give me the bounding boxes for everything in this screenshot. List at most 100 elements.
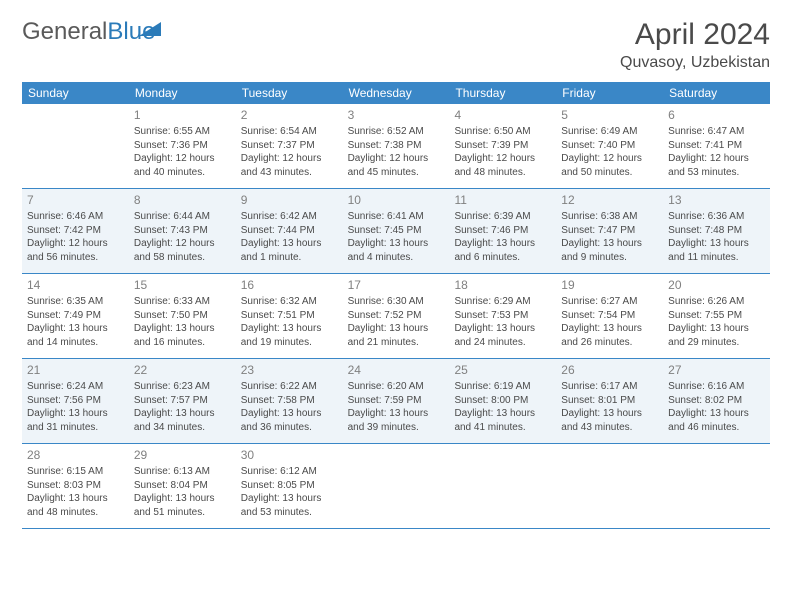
info-sunrise: Sunrise: 6:38 AM: [561, 210, 658, 224]
info-day1: Daylight: 12 hours: [27, 237, 124, 251]
logo-triangle-icon: [139, 22, 161, 36]
day-number: 23: [241, 362, 338, 378]
info-day1: Daylight: 13 hours: [668, 237, 765, 251]
day-cell: 12Sunrise: 6:38 AMSunset: 7:47 PMDayligh…: [556, 189, 663, 273]
info-sunrise: Sunrise: 6:29 AM: [454, 295, 551, 309]
info-day1: Daylight: 12 hours: [668, 152, 765, 166]
day-number: 3: [348, 107, 445, 123]
day-number: 24: [348, 362, 445, 378]
day-cell: 30Sunrise: 6:12 AMSunset: 8:05 PMDayligh…: [236, 444, 343, 528]
day-number: 12: [561, 192, 658, 208]
day-number: 6: [668, 107, 765, 123]
day-cell: 10Sunrise: 6:41 AMSunset: 7:45 PMDayligh…: [343, 189, 450, 273]
day-number: 4: [454, 107, 551, 123]
info-day1: Daylight: 13 hours: [241, 492, 338, 506]
info-day1: Daylight: 13 hours: [454, 407, 551, 421]
day-cell: [343, 444, 450, 528]
info-day2: and 39 minutes.: [348, 421, 445, 435]
info-day2: and 40 minutes.: [134, 166, 231, 180]
info-day1: Daylight: 13 hours: [134, 322, 231, 336]
info-sunset: Sunset: 8:02 PM: [668, 394, 765, 408]
day-cell: 4Sunrise: 6:50 AMSunset: 7:39 PMDaylight…: [449, 104, 556, 188]
day-cell: [556, 444, 663, 528]
day-header: Thursday: [449, 82, 556, 104]
info-sunrise: Sunrise: 6:36 AM: [668, 210, 765, 224]
title-block: April 2024 Quvasoy, Uzbekistan: [620, 18, 770, 72]
header: GeneralBlue April 2024 Quvasoy, Uzbekist…: [22, 18, 770, 72]
week-row: 28Sunrise: 6:15 AMSunset: 8:03 PMDayligh…: [22, 444, 770, 529]
info-day1: Daylight: 13 hours: [348, 322, 445, 336]
info-sunset: Sunset: 7:45 PM: [348, 224, 445, 238]
day-number: 2: [241, 107, 338, 123]
day-header: Tuesday: [236, 82, 343, 104]
info-sunset: Sunset: 7:49 PM: [27, 309, 124, 323]
day-cell: 24Sunrise: 6:20 AMSunset: 7:59 PMDayligh…: [343, 359, 450, 443]
info-day2: and 1 minute.: [241, 251, 338, 265]
info-sunset: Sunset: 7:56 PM: [27, 394, 124, 408]
info-day1: Daylight: 13 hours: [561, 322, 658, 336]
title-month: April 2024: [620, 18, 770, 52]
info-sunset: Sunset: 7:51 PM: [241, 309, 338, 323]
day-number: 20: [668, 277, 765, 293]
title-location: Quvasoy, Uzbekistan: [620, 54, 770, 72]
day-number: 7: [27, 192, 124, 208]
info-day1: Daylight: 12 hours: [348, 152, 445, 166]
info-sunset: Sunset: 7:44 PM: [241, 224, 338, 238]
day-cell: [22, 104, 129, 188]
info-day2: and 43 minutes.: [241, 166, 338, 180]
day-number: 17: [348, 277, 445, 293]
info-sunset: Sunset: 7:47 PM: [561, 224, 658, 238]
info-day1: Daylight: 13 hours: [668, 322, 765, 336]
day-number: 28: [27, 447, 124, 463]
day-number: 29: [134, 447, 231, 463]
info-sunset: Sunset: 7:57 PM: [134, 394, 231, 408]
info-day1: Daylight: 13 hours: [27, 407, 124, 421]
weeks-container: 1Sunrise: 6:55 AMSunset: 7:36 PMDaylight…: [22, 104, 770, 529]
info-day1: Daylight: 12 hours: [134, 237, 231, 251]
info-sunrise: Sunrise: 6:30 AM: [348, 295, 445, 309]
info-day2: and 56 minutes.: [27, 251, 124, 265]
day-cell: 7Sunrise: 6:46 AMSunset: 7:42 PMDaylight…: [22, 189, 129, 273]
info-sunrise: Sunrise: 6:19 AM: [454, 380, 551, 394]
info-sunrise: Sunrise: 6:35 AM: [27, 295, 124, 309]
day-number: 19: [561, 277, 658, 293]
day-cell: 6Sunrise: 6:47 AMSunset: 7:41 PMDaylight…: [663, 104, 770, 188]
info-sunrise: Sunrise: 6:54 AM: [241, 125, 338, 139]
info-day2: and 14 minutes.: [27, 336, 124, 350]
day-number: 22: [134, 362, 231, 378]
day-number: 9: [241, 192, 338, 208]
info-sunrise: Sunrise: 6:23 AM: [134, 380, 231, 394]
info-day1: Daylight: 12 hours: [134, 152, 231, 166]
day-number: 11: [454, 192, 551, 208]
day-header: Monday: [129, 82, 236, 104]
info-day2: and 9 minutes.: [561, 251, 658, 265]
day-cell: 2Sunrise: 6:54 AMSunset: 7:37 PMDaylight…: [236, 104, 343, 188]
calendar-grid: SundayMondayTuesdayWednesdayThursdayFrid…: [22, 82, 770, 529]
info-day2: and 21 minutes.: [348, 336, 445, 350]
info-sunrise: Sunrise: 6:39 AM: [454, 210, 551, 224]
day-cell: 18Sunrise: 6:29 AMSunset: 7:53 PMDayligh…: [449, 274, 556, 358]
day-cell: 13Sunrise: 6:36 AMSunset: 7:48 PMDayligh…: [663, 189, 770, 273]
day-number: 15: [134, 277, 231, 293]
day-cell: 9Sunrise: 6:42 AMSunset: 7:44 PMDaylight…: [236, 189, 343, 273]
info-day2: and 34 minutes.: [134, 421, 231, 435]
info-sunset: Sunset: 7:58 PM: [241, 394, 338, 408]
day-cell: 17Sunrise: 6:30 AMSunset: 7:52 PMDayligh…: [343, 274, 450, 358]
day-number: 21: [27, 362, 124, 378]
info-day2: and 53 minutes.: [668, 166, 765, 180]
day-cell: 14Sunrise: 6:35 AMSunset: 7:49 PMDayligh…: [22, 274, 129, 358]
info-sunrise: Sunrise: 6:20 AM: [348, 380, 445, 394]
logo: GeneralBlue: [22, 18, 155, 46]
day-cell: 25Sunrise: 6:19 AMSunset: 8:00 PMDayligh…: [449, 359, 556, 443]
info-sunset: Sunset: 7:37 PM: [241, 139, 338, 153]
info-sunrise: Sunrise: 6:52 AM: [348, 125, 445, 139]
day-cell: 29Sunrise: 6:13 AMSunset: 8:04 PMDayligh…: [129, 444, 236, 528]
info-day1: Daylight: 13 hours: [561, 407, 658, 421]
day-number: 16: [241, 277, 338, 293]
info-sunrise: Sunrise: 6:49 AM: [561, 125, 658, 139]
day-cell: 27Sunrise: 6:16 AMSunset: 8:02 PMDayligh…: [663, 359, 770, 443]
info-day2: and 16 minutes.: [134, 336, 231, 350]
logo-text: GeneralBlue: [22, 18, 155, 46]
info-day2: and 4 minutes.: [348, 251, 445, 265]
info-sunrise: Sunrise: 6:46 AM: [27, 210, 124, 224]
